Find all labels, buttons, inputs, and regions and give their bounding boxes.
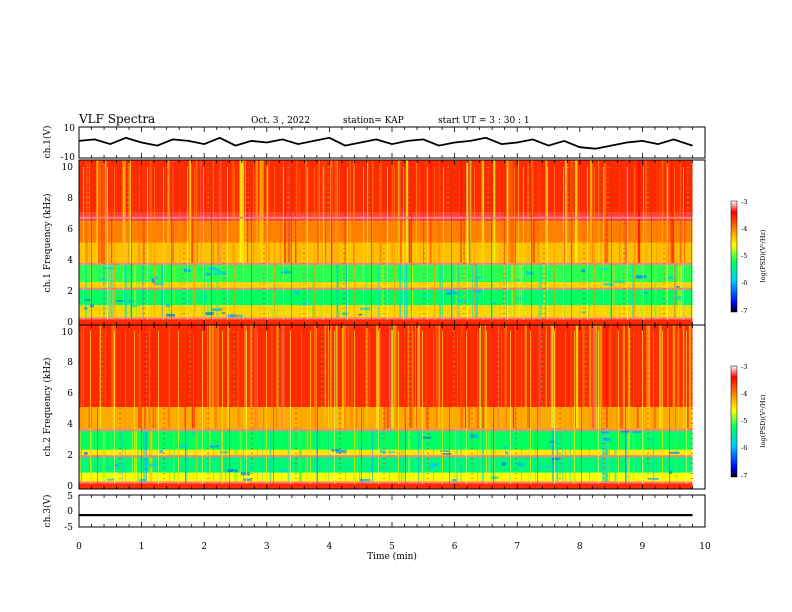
sp2-ytick-2: 2 (67, 451, 73, 461)
sp1-ytick-0: 0 (67, 318, 73, 328)
ch1-waveform-line (78, 136, 693, 150)
cb1-tick-m6: -6 (741, 279, 747, 287)
waveform-ch3-ticks (78, 495, 706, 527)
colorbar-ch2-gradient (730, 365, 738, 478)
sp1-ytick-4: 4 (67, 256, 73, 266)
cb2-tick-m4: -4 (741, 390, 747, 398)
cb1-tick-m3: -3 (741, 198, 747, 206)
waveform-ch1-trace (78, 136, 693, 150)
sp1-ytick-2: 2 (67, 287, 73, 297)
sp1-ytick-6: 6 (67, 225, 73, 235)
ch1-frequency-axis-label: ch.1 Frequency (kHz) (42, 194, 53, 293)
spectrogram-ch2-texture (79, 331, 693, 484)
x-tick-label: 5 (389, 542, 395, 552)
spectrogram-ch2-ticks (78, 325, 706, 489)
sp1-ytick-8: 8 (67, 194, 73, 204)
colorbar-ch1-gradient (730, 200, 738, 313)
spectrogram-ch1-yticks: 10 8 6 4 2 0 (62, 163, 74, 328)
ch3-ytick-m5: -5 (64, 523, 73, 533)
waveform-ch3-trace (79, 514, 693, 517)
colorbar-ch2-label: log(PSD)(V²/Hz) (759, 394, 767, 447)
date-label: Oct. 3 , 2022 (251, 116, 310, 126)
station-label: station= KAP (343, 116, 404, 126)
ch2-frequency-axis-label: ch.2 Frequency (kHz) (42, 358, 53, 457)
x-tick-label: 4 (327, 542, 333, 552)
cb1-tick-m4: -4 (741, 225, 747, 233)
x-tick-label: 2 (201, 542, 207, 552)
x-tick-label: 7 (514, 542, 520, 552)
spectrogram-ch1-texture (79, 167, 693, 320)
sp2-ytick-4: 4 (67, 420, 73, 430)
ch1-ytick-top: 10 (64, 124, 76, 134)
start-time-label: start UT = 3 : 30 : 1 (438, 116, 530, 126)
waveform-ch3-panel: 5 0 -5 ch.3(V) (42, 492, 706, 533)
spectrogram-band (79, 482, 693, 489)
waveform-ch1-ticks (78, 127, 706, 158)
cb2-tick-m3: -3 (741, 363, 747, 371)
cb1-tick-m7: -7 (741, 307, 747, 315)
x-tick-label: 9 (640, 542, 646, 552)
ch1-ytick-bottom: -10 (61, 153, 76, 163)
x-tick-label: 3 (264, 542, 270, 552)
x-tick-label: 10 (699, 542, 711, 552)
figure-title: VLF Spectra (78, 112, 155, 126)
ch3-voltage-axis-label: ch.3(V) (42, 495, 53, 528)
sp2-ytick-6: 6 (67, 389, 73, 399)
colorbar-ch1-label: log(PSD)(V²/Hz) (759, 229, 767, 282)
sp2-ytick-8: 8 (67, 358, 73, 368)
sp2-ytick-0: 0 (67, 482, 73, 492)
spectrogram-ch2-panel: 10 8 6 4 2 0 ch.2 Frequency (kHz) (42, 324, 706, 492)
cb1-tick-m5: -5 (741, 252, 747, 260)
spectrogram-ch1-ticks (78, 160, 706, 325)
ch3-waveform-band (79, 514, 693, 517)
time-axis-ticks: 0 1 2 3 4 5 6 7 8 9 10 (76, 542, 711, 552)
cb2-tick-m5: -5 (741, 417, 747, 425)
sp1-ytick-10: 10 (62, 163, 74, 173)
ch1-voltage-axis-label: ch.1(V) (42, 126, 53, 159)
x-tick-label: 8 (577, 542, 583, 552)
cb2-tick-m6: -6 (741, 444, 747, 452)
x-tick-label: 6 (452, 542, 458, 552)
waveform-ch1-panel: 10 -10 ch.1(V) (42, 124, 706, 163)
colorbar-ch2: -3 -4 -5 -6 -7 log(PSD)(V²/Hz) (730, 363, 767, 480)
x-tick-label: 1 (139, 542, 145, 552)
spectrogram-band (79, 318, 693, 325)
time-axis-label: Time (min) (367, 551, 417, 562)
x-tick-label: 0 (76, 542, 82, 552)
sp2-ytick-10: 10 (62, 328, 74, 338)
ch3-ytick-5: 5 (67, 492, 73, 502)
cb2-tick-m7: -7 (741, 472, 747, 480)
colorbar-ch1: -3 -4 -5 -6 -7 log(PSD)(V²/Hz) (730, 198, 767, 315)
spectrogram-ch2-yticks: 10 8 6 4 2 0 (62, 328, 74, 492)
spectrogram-ch1-panel: 10 8 6 4 2 0 ch.1 Frequency (kHz) (42, 159, 706, 328)
ch3-ytick-0: 0 (67, 507, 73, 517)
